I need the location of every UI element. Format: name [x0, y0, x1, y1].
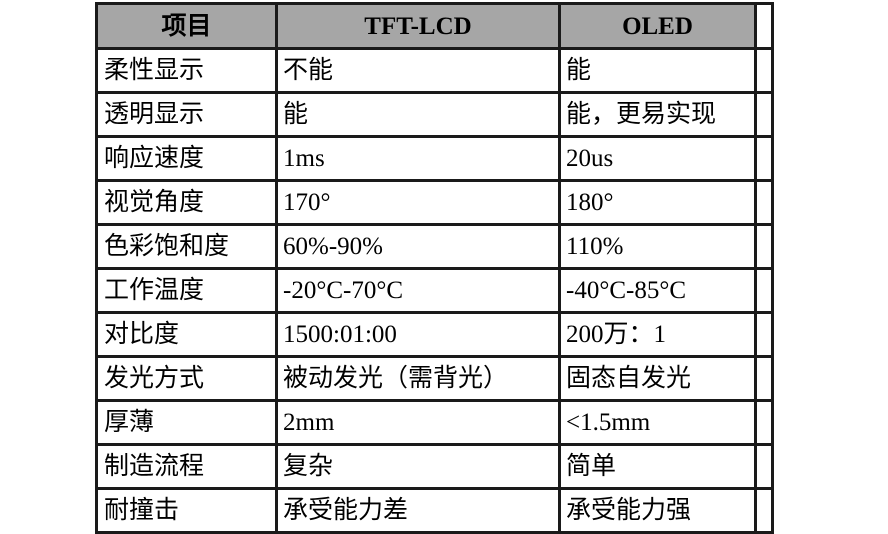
cell-spacer [754, 223, 774, 270]
table-row: 视觉角度 170° 180° [95, 179, 774, 226]
table-row: 发光方式 被动发光（需背光） 固态自发光 [95, 355, 774, 402]
table-row: 工作温度 -20°C-70°C -40°C-85°C [95, 267, 774, 314]
cell-item: 工作温度 [95, 267, 278, 314]
table-row: 柔性显示 不能能 [95, 47, 774, 94]
cell-oled: <1.5mm [558, 399, 757, 446]
cell-spacer [754, 311, 774, 358]
cell-spacer [754, 355, 774, 402]
table-header: 项目 TFT-LCD OLED [95, 2, 774, 50]
table-header-row: 项目 TFT-LCD OLED [95, 2, 774, 50]
cell-spacer [754, 91, 774, 138]
cell-tft-lcd: 被动发光（需背光） [275, 355, 561, 402]
cell-tft-lcd: -20°C-70°C [275, 267, 561, 314]
cell-item: 柔性显示 [95, 47, 278, 94]
cell-spacer [754, 135, 774, 182]
cell-oled: 20us [558, 135, 757, 182]
cell-spacer [754, 487, 774, 534]
table-row: 色彩饱和度 60%-90% 110% [95, 223, 774, 270]
table-body: 柔性显示 不能能透明显示能能，更易实现 响应速度 1ms 20us 视觉角度 170° 180… [95, 47, 774, 534]
cell-item: 对比度 [95, 311, 278, 358]
cell-item: 响应速度 [95, 135, 278, 182]
cell-tft-lcd: 2mm [275, 399, 561, 446]
cell-tft-lcd: 复杂 [275, 443, 561, 490]
cell-tft-lcd: 承受能力差 [275, 487, 561, 534]
cell-item: 制造流程 [95, 443, 278, 490]
cell-item: 视觉角度 [95, 179, 278, 226]
cell-spacer [754, 399, 774, 446]
table-row: 制造流程 复杂 简单 [95, 443, 774, 490]
cell-oled: 110% [558, 223, 757, 270]
cell-tft-lcd: 不能 [275, 47, 561, 94]
cell-tft-lcd: 170° [275, 179, 561, 226]
table-row: 对比度 1500:01:00 200万：1 [95, 311, 774, 358]
column-header-spacer [754, 2, 774, 50]
table-row: 耐撞击 承受能力差 承受能力强 [95, 487, 774, 534]
cell-spacer [754, 267, 774, 314]
comparison-table: 项目 TFT-LCD OLED 柔性显示 不能能透明显示能能，更易实现 响应速度 1m… [95, 2, 774, 534]
cell-tft-lcd: 1500:01:00 [275, 311, 561, 358]
table-row: 厚薄 2mm <1.5mm [95, 399, 774, 446]
cell-oled: 固态自发光 [558, 355, 757, 402]
cell-spacer [754, 47, 774, 94]
cell-item: 耐撞击 [95, 487, 278, 534]
cell-oled: -40°C-85°C [558, 267, 757, 314]
cell-oled: 180° [558, 179, 757, 226]
column-header-oled: OLED [558, 2, 757, 50]
cell-tft-lcd: 1ms [275, 135, 561, 182]
column-header-item: 项目 [95, 2, 278, 50]
table-row: 透明显示能能，更易实现 [95, 91, 774, 138]
cell-oled: 能 [558, 47, 757, 94]
cell-tft-lcd: 60%-90% [275, 223, 561, 270]
cell-tft-lcd: 能 [275, 91, 561, 138]
cell-item: 色彩饱和度 [95, 223, 278, 270]
cell-oled: 能，更易实现 [558, 91, 757, 138]
cell-item: 透明显示 [95, 91, 278, 138]
cell-oled: 承受能力强 [558, 487, 757, 534]
column-header-tft-lcd: TFT-LCD [275, 2, 561, 50]
cell-item: 发光方式 [95, 355, 278, 402]
table-row: 响应速度 1ms 20us [95, 135, 774, 182]
cell-spacer [754, 443, 774, 490]
cell-item: 厚薄 [95, 399, 278, 446]
cell-oled: 简单 [558, 443, 757, 490]
cell-spacer [754, 179, 774, 226]
cell-oled: 200万：1 [558, 311, 757, 358]
